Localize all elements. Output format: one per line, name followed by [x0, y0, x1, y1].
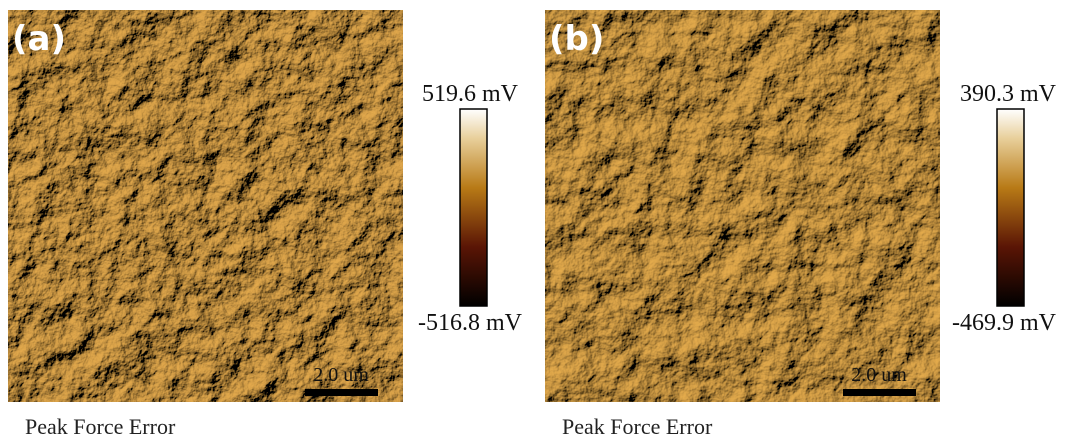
scale-bar-label: 2.0 um [851, 364, 907, 386]
figure: (a) 2.0 um 519.6 mV -516.8 mV Peak Force… [0, 0, 1065, 439]
caption: Peak Force Error [25, 414, 176, 439]
colorbar-min: -469.9 mV [952, 310, 1057, 336]
panel-label: (b) [549, 19, 604, 59]
colorbar-max: 519.6 mV [422, 81, 519, 107]
caption: Peak Force Error [562, 414, 713, 439]
colorbar-min: -516.8 mV [418, 310, 523, 336]
colorbar [997, 109, 1024, 306]
scale-bar [305, 389, 378, 396]
scale-bar [843, 389, 916, 396]
afm-image [545, 10, 940, 402]
panel-label: (a) [12, 19, 66, 59]
scale-bar-label: 2.0 um [313, 364, 369, 386]
colorbar-max: 390.3 mV [960, 81, 1057, 107]
panel-a: (a) 2.0 um 519.6 mV -516.8 mV Peak Force… [8, 10, 523, 439]
panel-b: (b) 2.0 um 390.3 mV -469.9 mV Peak Force… [545, 10, 1057, 439]
colorbar [460, 109, 487, 306]
afm-image [8, 10, 403, 402]
